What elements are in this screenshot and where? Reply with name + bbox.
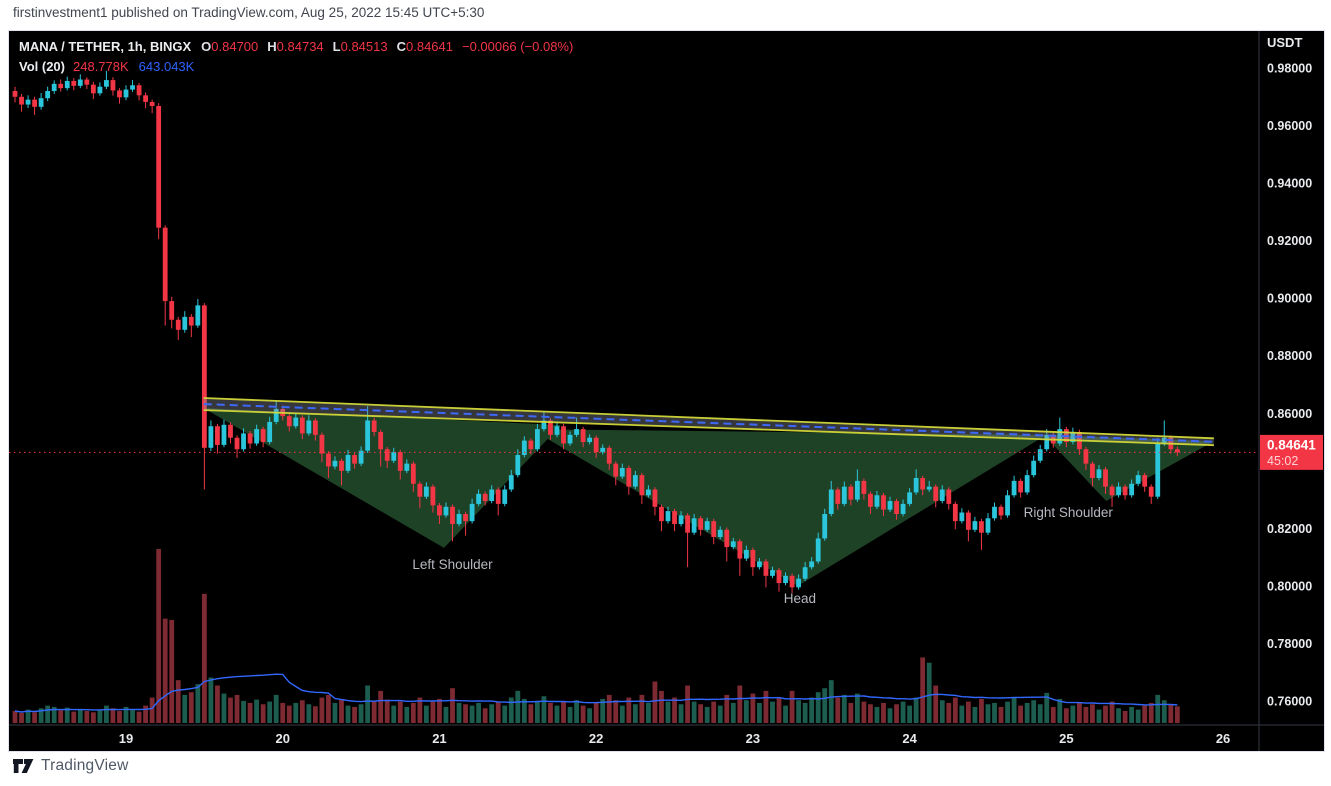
price-axis-currency: USDT <box>1267 35 1302 50</box>
ohlc-label-L: L <box>332 39 341 54</box>
price-tick-label: 0.82000 <box>1267 522 1312 536</box>
price-tick-label: 0.90000 <box>1267 292 1312 306</box>
tradingview-logo-icon <box>13 759 34 773</box>
tag-price: 0.84641 <box>1267 437 1316 452</box>
price-tick-label: 0.96000 <box>1267 119 1312 133</box>
pattern-label: Right Shoulder <box>1024 505 1114 520</box>
volume-ma-value: 643.043K <box>138 59 195 74</box>
price-tick-label: 0.80000 <box>1267 579 1312 593</box>
price-tick-label: 0.94000 <box>1267 177 1312 191</box>
volume-ma-line <box>14 673 1178 713</box>
ohlc-value-H: 0.84734 <box>276 39 324 54</box>
pattern-labels: Left Shoulder Head Right Shoulder <box>412 505 1113 606</box>
chart-container[interactable]: Left Shoulder Head Right Shoulder USDT 0.980… <box>8 30 1325 752</box>
price-tick-label: 0.78000 <box>1267 637 1312 651</box>
time-axis[interactable]: 19 20 21 22 23 24 25 26 <box>119 731 1231 746</box>
volume-value: 248.778K <box>73 59 129 74</box>
legend-row-volume: Vol (20) 248.778K 643.043K <box>19 57 573 77</box>
legend-row-symbol: MANA / TETHER, 1h, BINGX O0.84700 H0.84734… <box>19 37 573 57</box>
chart-canvas[interactable]: Left Shoulder Head Right Shoulder USDT 0.980… <box>9 31 1324 751</box>
tag-countdown: 45:02 <box>1267 454 1298 468</box>
ohlc-value-C: 0.84641 <box>406 39 453 54</box>
symbol-title[interactable]: MANA / TETHER, 1h, BINGX <box>19 39 192 54</box>
last-price-tag: 0.84641 45:02 <box>1260 434 1323 470</box>
price-tick-label: 0.76000 <box>1267 695 1312 709</box>
price-axis[interactable]: USDT 0.98000 0.96000 0.94000 0.92000 0.90000 0… <box>1267 35 1312 709</box>
change-value: −0.00066 (−0.08%) <box>462 39 574 54</box>
ohlc-label-O: O <box>201 39 212 54</box>
time-tick-label: 23 <box>746 731 760 746</box>
time-tick-label: 26 <box>1216 731 1230 746</box>
price-tick-label: 0.88000 <box>1267 349 1312 363</box>
time-tick-label: 22 <box>589 731 603 746</box>
ohlc-value-O: 0.84700 <box>211 39 259 54</box>
time-tick-label: 21 <box>432 731 446 746</box>
time-tick-label: 24 <box>902 731 917 746</box>
neckline-channel <box>203 397 1214 447</box>
price-tick-label: 0.98000 <box>1267 62 1312 76</box>
tradingview-brand-text: TradingView <box>41 757 129 774</box>
pattern-label: Head <box>784 591 816 606</box>
ohlc-label-C: C <box>396 39 406 54</box>
attribution-text: firstinvestment1 published on TradingVie… <box>13 5 485 20</box>
ohlc-values: O0.84700 H0.84734 L0.84513 C0.84641 <box>201 39 462 54</box>
volume-indicator-label[interactable]: Vol (20) <box>19 59 65 74</box>
price-tick-label: 0.92000 <box>1267 234 1312 248</box>
chart-legend: MANA / TETHER, 1h, BINGX O0.84700 H0.84734… <box>19 37 573 77</box>
candles <box>12 70 1180 594</box>
time-tick-label: 19 <box>119 731 133 746</box>
pattern-label: Left Shoulder <box>412 557 493 572</box>
footer-attribution[interactable]: TradingView <box>12 757 129 775</box>
ohlc-value-L: 0.84513 <box>340 39 388 54</box>
price-tick-label: 0.86000 <box>1267 407 1312 421</box>
volume-bars <box>12 549 1180 723</box>
ohlc-label-H: H <box>267 39 277 54</box>
time-tick-label: 25 <box>1059 731 1073 746</box>
time-tick-label: 20 <box>275 731 289 746</box>
